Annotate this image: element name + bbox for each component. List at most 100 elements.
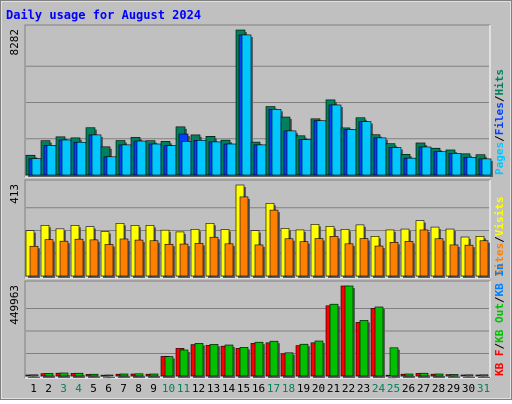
x-tick-label: 18 [282, 382, 295, 395]
bar-kb-out-day-8 [134, 373, 145, 378]
bar-kb-out-day-13 [209, 344, 220, 378]
bar-kb-out-day-19 [299, 343, 310, 378]
y-max-label: 449963 [8, 285, 21, 325]
legend-pages: Pages [493, 142, 506, 175]
bar-sites-day-25 [389, 241, 400, 278]
bar-sites-day-23 [359, 238, 370, 278]
chart-title: Daily usage for August 2024 [6, 8, 201, 22]
bar-kb-out-day-31 [479, 374, 490, 378]
bar-kb-out-day-7 [119, 373, 130, 378]
x-tick-label: 15 [237, 382, 250, 395]
x-axis-labels: 1 2 3 4 5 6 7 8 9 10 11 12 13 14 15 16 17 18 19 20 21 22 23 24 2… [30, 382, 490, 395]
bar-sites-day-22 [344, 243, 355, 278]
panel-kbin-kbout-kbf: 449963 KB F/KB Out/KB In [8, 263, 506, 379]
bar-kb-out-day-17 [269, 340, 280, 378]
x-tick-label: 31 [477, 382, 490, 395]
bar-kb-out-day-24 [374, 306, 385, 378]
x-tick-label: 25 [387, 382, 400, 395]
bar-kb-out-day-23 [359, 320, 370, 378]
panel-hits-files-pages: 8282 Pages/Files/Hits [8, 24, 506, 178]
bar-pages-day-15 [241, 34, 253, 178]
legend-files: Files [493, 102, 506, 135]
bar-sites-day-8 [134, 239, 145, 278]
bar-sites-day-29 [449, 244, 460, 278]
x-tick-label: 30 [462, 382, 475, 395]
bar-sites-day-12 [194, 243, 205, 278]
bar-sites-day-21 [329, 236, 340, 278]
bar-kb-out-day-27 [419, 372, 430, 378]
bar-sites-day-31 [479, 240, 490, 278]
x-tick-label: 14 [222, 382, 236, 395]
x-tick-label: 28 [432, 382, 445, 395]
legend-visits: Visits [493, 197, 506, 237]
bar-sites-day-6 [104, 244, 115, 278]
bar-sites-day-13 [209, 236, 220, 278]
bar-sites-day-3 [59, 240, 70, 278]
bar-kb-out-day-5 [89, 373, 100, 378]
bar-sites-day-15 [239, 196, 250, 278]
bar-kb-out-day-18 [284, 352, 295, 378]
bar-sites-day-24 [374, 245, 385, 278]
x-tick-label: 20 [312, 382, 325, 395]
bars [25, 29, 493, 178]
x-tick-label: 1 [30, 382, 37, 395]
bar-sites-day-4 [74, 238, 85, 278]
x-tick-label: 10 [162, 382, 175, 395]
bar-sites-day-14 [224, 243, 235, 278]
bar-sites-day-2 [44, 239, 55, 278]
chart-panels: 8282Pages/Files/Hits413Sites/Visits44996… [8, 24, 506, 379]
bars [25, 184, 490, 278]
legend: KB F/KB Out/KB In [493, 263, 506, 376]
x-tick-label: 5 [90, 382, 97, 395]
x-tick-label: 17 [267, 382, 280, 395]
legend-kb-out: KB Out [493, 303, 506, 343]
y-max-label: 413 [8, 184, 21, 204]
x-tick-label: 19 [297, 382, 310, 395]
x-tick-label: 2 [45, 382, 52, 395]
bar-kb-out-day-22 [344, 285, 355, 378]
x-tick-label: 22 [342, 382, 355, 395]
x-tick-label: 3 [60, 382, 67, 395]
y-max-label: 8282 [8, 29, 21, 56]
legend-sites: Sites [493, 243, 506, 276]
bar-kb-out-day-29 [449, 374, 460, 378]
bar-kb-out-day-25 [389, 347, 400, 378]
bar-sites-day-10 [164, 243, 175, 278]
bar-kb-out-day-4 [74, 372, 85, 378]
bar-sites-day-9 [149, 240, 160, 278]
bar-kb-out-day-20 [314, 340, 325, 378]
bar-kb-out-day-3 [59, 372, 70, 378]
bars [25, 285, 490, 379]
legend-kb-in: KB In [493, 263, 506, 296]
x-tick-label: 27 [417, 382, 430, 395]
x-tick-label: 7 [120, 382, 127, 395]
bar-kb-out-day-30 [464, 374, 475, 378]
bar-sites-day-7 [119, 238, 130, 278]
bar-kb-out-day-2 [44, 373, 55, 378]
bar-sites-day-18 [284, 238, 295, 278]
bar-kb-out-day-9 [149, 373, 160, 378]
bar-sites-day-11 [179, 243, 190, 278]
bar-sites-day-5 [89, 239, 100, 278]
bar-pages-day-31 [481, 158, 493, 177]
bar-kb-out-day-28 [434, 373, 445, 378]
panel-visits-sites: 413 Sites/Visits [8, 179, 506, 279]
bar-sites-day-1 [29, 245, 40, 278]
x-tick-label: 4 [75, 382, 82, 395]
bar-kb-out-day-10 [164, 356, 175, 378]
x-tick-label: 24 [372, 382, 386, 395]
bar-kb-out-day-21 [329, 303, 340, 378]
bar-sites-day-26 [404, 241, 415, 278]
bar-sites-day-20 [314, 238, 325, 278]
legend: Sites/Visits [493, 197, 506, 277]
x-tick-label: 16 [252, 382, 265, 395]
bar-kb-out-day-11 [179, 349, 190, 378]
bar-kb-out-day-12 [194, 343, 205, 378]
bar-sites-day-28 [434, 238, 445, 278]
bar-sites-day-19 [299, 241, 310, 278]
bar-kb-out-day-6 [104, 374, 115, 378]
bar-kb-out-day-14 [224, 344, 235, 378]
bar-sites-day-27 [419, 229, 430, 278]
bar-kb-out-day-15 [239, 347, 250, 378]
